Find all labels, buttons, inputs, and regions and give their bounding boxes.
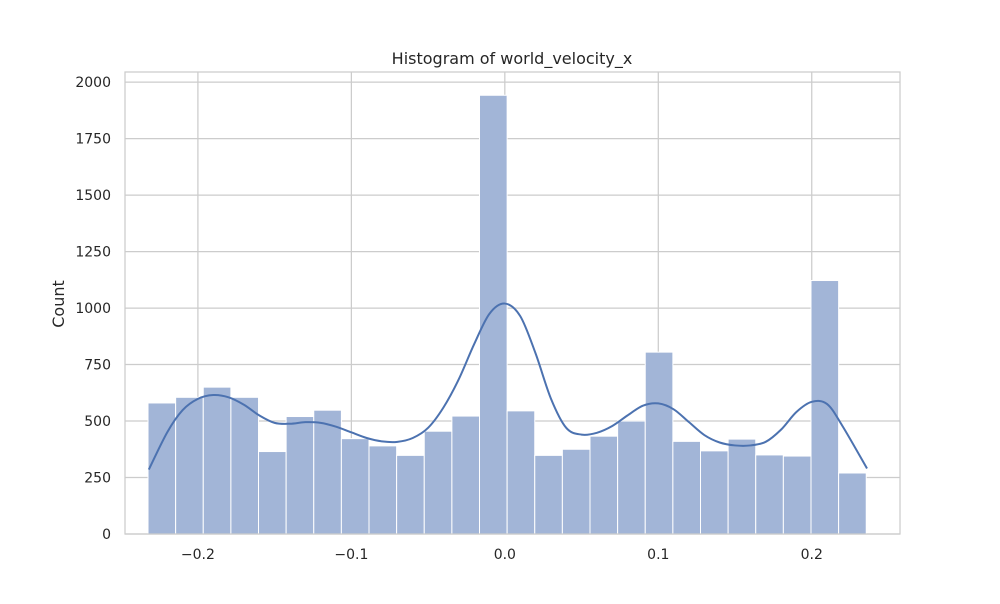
- x-tick-label: −0.1: [334, 547, 368, 563]
- histogram-bar: [617, 420, 646, 535]
- y-tick-label: 1750: [75, 132, 111, 148]
- plot-frame: [124, 71, 901, 535]
- histogram-bar: [727, 438, 757, 535]
- histogram-bar: [699, 450, 729, 535]
- histogram-bar: [147, 402, 177, 535]
- y-tick-label: 1500: [75, 188, 111, 204]
- x-tick-label: 0.2: [801, 547, 823, 563]
- histogram-bar: [340, 438, 370, 535]
- histogram-bar: [479, 94, 508, 535]
- y-tick-label: 750: [84, 358, 111, 374]
- histogram-bar: [755, 454, 784, 535]
- y-tick-label: 0: [102, 527, 111, 543]
- y-tick-label: 2000: [75, 75, 111, 91]
- kde-curve-layer: [147, 302, 868, 471]
- chart-title: Histogram of world_velocity_x: [392, 49, 633, 69]
- histogram-bar: [644, 351, 674, 535]
- x-tick-label: −0.2: [181, 547, 215, 563]
- y-tick-labels: 0 250 500 750 1000 1250 1500 1750 2000: [75, 75, 111, 543]
- histogram-bar: [589, 435, 619, 535]
- histogram-bar: [230, 396, 260, 535]
- histogram-bar: [202, 386, 232, 535]
- kde-line: [147, 302, 868, 471]
- y-tick-label: 1250: [75, 245, 111, 261]
- histogram-bar: [782, 455, 812, 535]
- histogram-bar: [672, 440, 701, 535]
- histogram-bar: [506, 410, 536, 535]
- y-tick-label: 1000: [75, 301, 111, 317]
- histogram-bar: [175, 396, 204, 535]
- histogram-bar: [810, 280, 840, 535]
- x-tick-label: 0.1: [647, 547, 669, 563]
- histogram-bar: [451, 415, 481, 535]
- x-tick-labels: −0.2 −0.1 0.0 0.1 0.2: [181, 547, 823, 563]
- histogram-bars: [147, 94, 867, 535]
- histogram-bar: [561, 448, 591, 535]
- y-tick-label: 250: [84, 471, 111, 487]
- histogram-bar: [258, 451, 287, 535]
- histogram-bar: [368, 445, 398, 535]
- histogram-bar: [285, 416, 315, 535]
- histogram-bar: [838, 472, 867, 535]
- histogram-bar: [423, 430, 453, 535]
- histogram-bar: [534, 454, 563, 535]
- histogram-bar: [396, 454, 425, 535]
- y-axis-title: Count: [49, 280, 68, 328]
- y-tick-label: 500: [84, 414, 111, 430]
- x-tick-label: 0.0: [494, 547, 516, 563]
- histogram-bar: [313, 409, 342, 535]
